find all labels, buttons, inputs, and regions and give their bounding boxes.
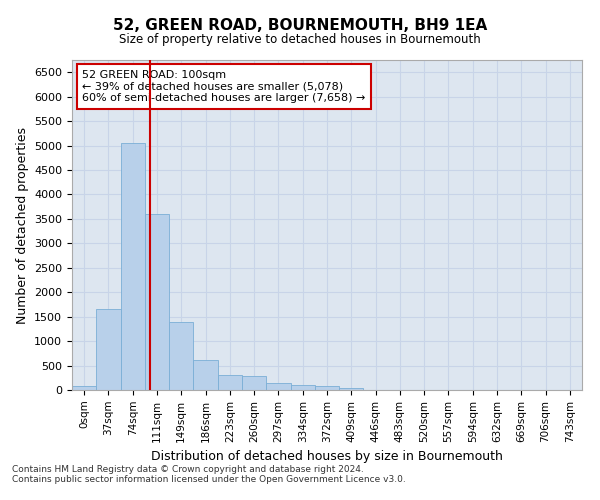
- Text: 52, GREEN ROAD, BOURNEMOUTH, BH9 1EA: 52, GREEN ROAD, BOURNEMOUTH, BH9 1EA: [113, 18, 487, 32]
- Bar: [290, 384, 315, 390]
- Bar: [315, 386, 339, 390]
- Text: Contains public sector information licensed under the Open Government Licence v3: Contains public sector information licen…: [12, 476, 406, 484]
- Text: 52 GREEN ROAD: 100sqm
← 39% of detached houses are smaller (5,078)
60% of semi-d: 52 GREEN ROAD: 100sqm ← 39% of detached …: [82, 70, 365, 103]
- Y-axis label: Number of detached properties: Number of detached properties: [16, 126, 29, 324]
- Text: Size of property relative to detached houses in Bournemouth: Size of property relative to detached ho…: [119, 32, 481, 46]
- X-axis label: Distribution of detached houses by size in Bournemouth: Distribution of detached houses by size …: [151, 450, 503, 463]
- Bar: [96, 310, 121, 390]
- Bar: [121, 142, 145, 390]
- Bar: [72, 386, 96, 390]
- Bar: [218, 376, 242, 390]
- Bar: [169, 322, 193, 390]
- Bar: [145, 214, 169, 390]
- Bar: [266, 382, 290, 390]
- Text: Contains HM Land Registry data © Crown copyright and database right 2024.: Contains HM Land Registry data © Crown c…: [12, 466, 364, 474]
- Bar: [339, 388, 364, 390]
- Bar: [193, 360, 218, 390]
- Bar: [242, 376, 266, 390]
